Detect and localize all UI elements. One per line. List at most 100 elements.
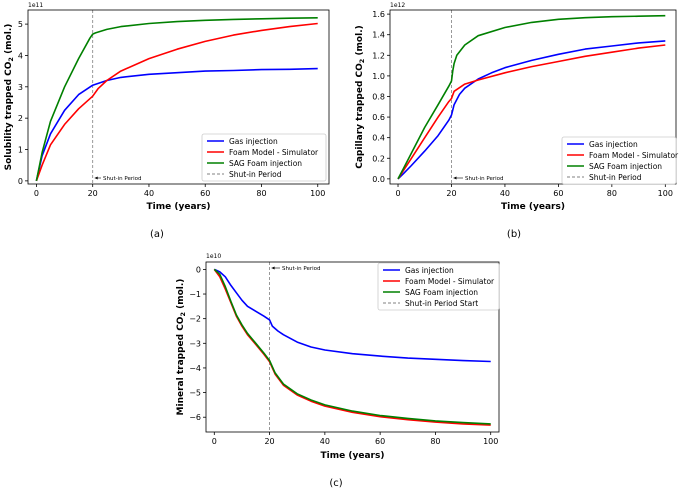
- legend-entry: SAG Foam injection: [405, 288, 478, 297]
- series-line: [35, 22, 318, 182]
- annotation-arrowhead: [94, 176, 98, 180]
- series-line: [213, 268, 491, 363]
- x-tick-label: 100: [483, 437, 498, 446]
- legend-entry: SAG Foam injection: [589, 162, 662, 171]
- y-tick-label: 3: [18, 83, 23, 92]
- x-tick-label: 60: [553, 189, 563, 198]
- y-tick-label: −2: [189, 315, 201, 324]
- y-tick-label: 5: [18, 20, 23, 29]
- y-axis-label: Capillary trapped CO2 (mol.): [355, 25, 366, 169]
- legend-entry: Foam Model - Simulator: [589, 151, 679, 160]
- series-1: [397, 40, 666, 180]
- x-tick-label: 80: [256, 189, 266, 198]
- annotation-arrowhead: [271, 266, 275, 270]
- legend-entry: Shut-in Period: [589, 173, 642, 182]
- panel-caption: (a): [150, 229, 164, 240]
- annotation-text: Shut-in Period: [465, 176, 504, 182]
- y-tick-label: 0.6: [372, 113, 385, 122]
- series-3: [35, 17, 318, 182]
- y-tick-label: 0.0: [372, 175, 385, 184]
- y-axis-label: Solubility trapped CO2 (mol.): [4, 24, 15, 171]
- axes-frame: [205, 261, 500, 433]
- axis-multiplier: 1e10: [206, 253, 221, 260]
- y-label-unit: (mol.): [176, 279, 186, 312]
- x-tick-label: 100: [310, 189, 325, 198]
- series-3: [213, 268, 491, 425]
- y-tick-label: 0.2: [372, 154, 385, 163]
- legend-box: [201, 133, 327, 182]
- y-label-main: Mineral trapped CO: [176, 316, 186, 415]
- chart-3: 0 20 40 60 80 100 0 −1 −2 −3 −4 −5 −6 1e10 Time (years…: [176, 253, 500, 489]
- y-tick-label: 1.4: [372, 31, 385, 40]
- x-tick-label: 40: [500, 189, 510, 198]
- y-label-unit: (mol.): [4, 24, 14, 57]
- legend-entry: Foam Model - Simulator: [229, 148, 319, 157]
- y-label-sub: 2: [358, 59, 366, 64]
- x-tick-label: 100: [658, 189, 673, 198]
- legend-entry: Gas injection: [589, 140, 638, 149]
- series-2: [397, 44, 666, 180]
- y-tick-label: 0.4: [372, 134, 385, 143]
- legend-entry: Foam Model - Simulator: [405, 277, 495, 286]
- y-tick-label: −4: [189, 364, 201, 373]
- legend-entry: Gas injection: [229, 137, 278, 146]
- x-tick-label: 0: [212, 437, 217, 446]
- y-tick-label: −5: [189, 389, 201, 398]
- axis-multiplier: 1e12: [390, 2, 405, 9]
- chart-1: 0 20 40 60 80 100 0 1 2 3 4 5 1e11 Time (years) Solubi…: [4, 2, 330, 240]
- x-tick-label: 0: [395, 189, 400, 198]
- series-1: [213, 268, 491, 363]
- x-tick-label: 20: [88, 189, 98, 198]
- axis-multiplier: 1e11: [28, 2, 43, 9]
- axes-frame: [389, 9, 677, 185]
- y-tick-label: 1.6: [372, 10, 385, 19]
- legend: Gas injection Foam Model - Simulator SAG F…: [561, 136, 679, 185]
- series-3: [397, 14, 666, 180]
- y-label-unit: (mol.): [355, 25, 365, 58]
- y-tick-label: −1: [189, 290, 201, 299]
- y-label-main: Capillary trapped CO: [355, 63, 365, 169]
- x-tick-label: 60: [200, 189, 210, 198]
- x-tick-label: 20: [446, 189, 456, 198]
- y-tick-label: 1.0: [372, 72, 385, 81]
- y-tick-label: −6: [189, 413, 201, 422]
- y-tick-label: 0: [196, 265, 201, 274]
- x-axis-label: Time (years): [147, 202, 211, 212]
- annotation-text: Shut-in Period: [282, 266, 321, 272]
- y-tick-label: 2: [18, 114, 23, 123]
- y-axis-label: Mineral trapped CO2 (mol.): [176, 279, 187, 416]
- x-tick-label: 80: [430, 437, 440, 446]
- y-tick-label: 1: [18, 146, 23, 155]
- x-tick-label: 40: [144, 189, 154, 198]
- y-tick-label: 0: [18, 177, 23, 186]
- x-axis-label: Time (years): [321, 451, 385, 461]
- annotation-text: Shut-in Period: [103, 176, 142, 182]
- y-tick-label: 1.2: [372, 51, 385, 60]
- chart-2: 0 20 40 60 80 100 0.0 0.2 0.4 0.6 0.8 1.0 1.2 1.4 1.6 1…: [355, 2, 679, 240]
- legend-entry: Shut-in Period: [229, 170, 282, 179]
- x-tick-label: 20: [264, 437, 274, 446]
- y-label-sub: 2: [179, 312, 187, 317]
- y-label-main: Solubility trapped CO: [4, 61, 14, 170]
- x-axis-label: Time (years): [501, 202, 565, 212]
- panel-caption: (c): [329, 478, 342, 489]
- legend: Gas injection Foam Model - Simulator SAG F…: [201, 133, 327, 182]
- panel-caption: (b): [507, 229, 521, 240]
- x-tick-label: 80: [607, 189, 617, 198]
- x-tick-label: 60: [375, 437, 385, 446]
- y-tick-label: 4: [18, 51, 23, 60]
- y-label-sub: 2: [7, 57, 15, 62]
- axes-frame: [27, 9, 330, 185]
- legend-entry: SAG Foam injection: [229, 159, 302, 168]
- y-tick-label: 0.8: [372, 92, 385, 101]
- legend-box: [561, 136, 677, 185]
- y-tick-label: −3: [189, 339, 201, 348]
- x-tick-label: 40: [320, 437, 330, 446]
- annotation-arrowhead: [453, 176, 457, 180]
- legend-entry: Shut-in Period Start: [405, 299, 478, 308]
- x-tick-label: 0: [34, 189, 39, 198]
- legend-box: [377, 262, 500, 311]
- legend-entry: Gas injection: [405, 266, 454, 275]
- legend: Gas injection Foam Model - Simulator SAG F…: [377, 262, 500, 311]
